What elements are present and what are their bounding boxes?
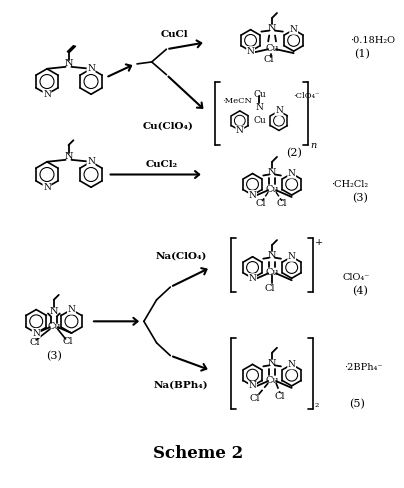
Text: ·CH₂Cl₂: ·CH₂Cl₂ — [331, 180, 368, 189]
Text: Cu: Cu — [47, 322, 61, 331]
Text: Na(ClO₄): Na(ClO₄) — [156, 251, 207, 260]
Text: N: N — [87, 157, 95, 166]
Text: CuCl: CuCl — [160, 30, 188, 39]
Text: Cl: Cl — [264, 56, 274, 64]
Text: N: N — [50, 307, 58, 316]
Text: (3): (3) — [352, 193, 368, 203]
Text: Na(BPh₄): Na(BPh₄) — [154, 381, 208, 389]
Text: (1): (1) — [354, 49, 370, 59]
Text: Cu: Cu — [253, 116, 266, 125]
Text: N: N — [87, 64, 95, 73]
Text: N: N — [268, 359, 276, 368]
Text: (3): (3) — [46, 351, 62, 362]
Text: N: N — [248, 190, 257, 200]
Text: N: N — [64, 60, 73, 68]
Text: (4): (4) — [352, 286, 368, 296]
Text: N: N — [275, 106, 283, 115]
Text: N: N — [268, 251, 276, 260]
Text: Scheme 2: Scheme 2 — [153, 445, 243, 462]
Text: Cl: Cl — [249, 394, 260, 403]
Text: ·2BPh₄⁻: ·2BPh₄⁻ — [345, 363, 383, 372]
Text: (5): (5) — [349, 399, 365, 410]
Text: N: N — [288, 169, 296, 178]
Text: N: N — [236, 126, 244, 135]
Text: Cu: Cu — [265, 376, 279, 385]
Text: N: N — [268, 168, 276, 177]
Text: N: N — [67, 305, 76, 314]
Text: N: N — [288, 252, 296, 261]
Text: Cu: Cu — [265, 184, 279, 194]
Text: N: N — [32, 328, 40, 338]
Text: Cu: Cu — [265, 268, 279, 277]
Text: ·0.18H₂O: ·0.18H₂O — [350, 36, 396, 45]
Text: N: N — [246, 47, 255, 56]
Text: N: N — [64, 152, 73, 162]
Text: N: N — [268, 24, 276, 33]
Text: Cl: Cl — [255, 200, 265, 208]
Text: ClO₄⁻: ClO₄⁻ — [343, 273, 370, 282]
Text: N: N — [43, 90, 51, 99]
Text: N: N — [255, 103, 263, 112]
Text: Cu(ClO₄): Cu(ClO₄) — [143, 121, 194, 130]
Text: ₂: ₂ — [314, 399, 319, 409]
Text: Cl: Cl — [277, 200, 287, 208]
Text: Cu: Cu — [265, 44, 279, 53]
Text: n: n — [310, 141, 316, 150]
Text: N: N — [43, 183, 51, 192]
Text: N: N — [288, 360, 296, 369]
Text: +: + — [315, 238, 324, 247]
Text: ·ClO₄⁻: ·ClO₄⁻ — [294, 92, 320, 100]
Text: ·MeCN: ·MeCN — [222, 97, 252, 105]
Text: N: N — [248, 274, 257, 283]
Text: Cu: Cu — [253, 90, 266, 99]
Text: (2): (2) — [286, 148, 301, 158]
Text: CuCl₂: CuCl₂ — [145, 160, 178, 169]
Text: N: N — [248, 382, 257, 390]
Text: N: N — [290, 25, 298, 34]
Text: Cl: Cl — [265, 284, 276, 292]
Text: Cl: Cl — [275, 392, 285, 401]
Text: Cl: Cl — [62, 337, 73, 346]
Text: Cl: Cl — [29, 338, 40, 347]
